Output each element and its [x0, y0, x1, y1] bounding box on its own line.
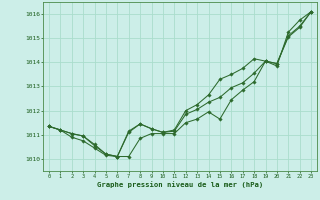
X-axis label: Graphe pression niveau de la mer (hPa): Graphe pression niveau de la mer (hPa) — [97, 181, 263, 188]
